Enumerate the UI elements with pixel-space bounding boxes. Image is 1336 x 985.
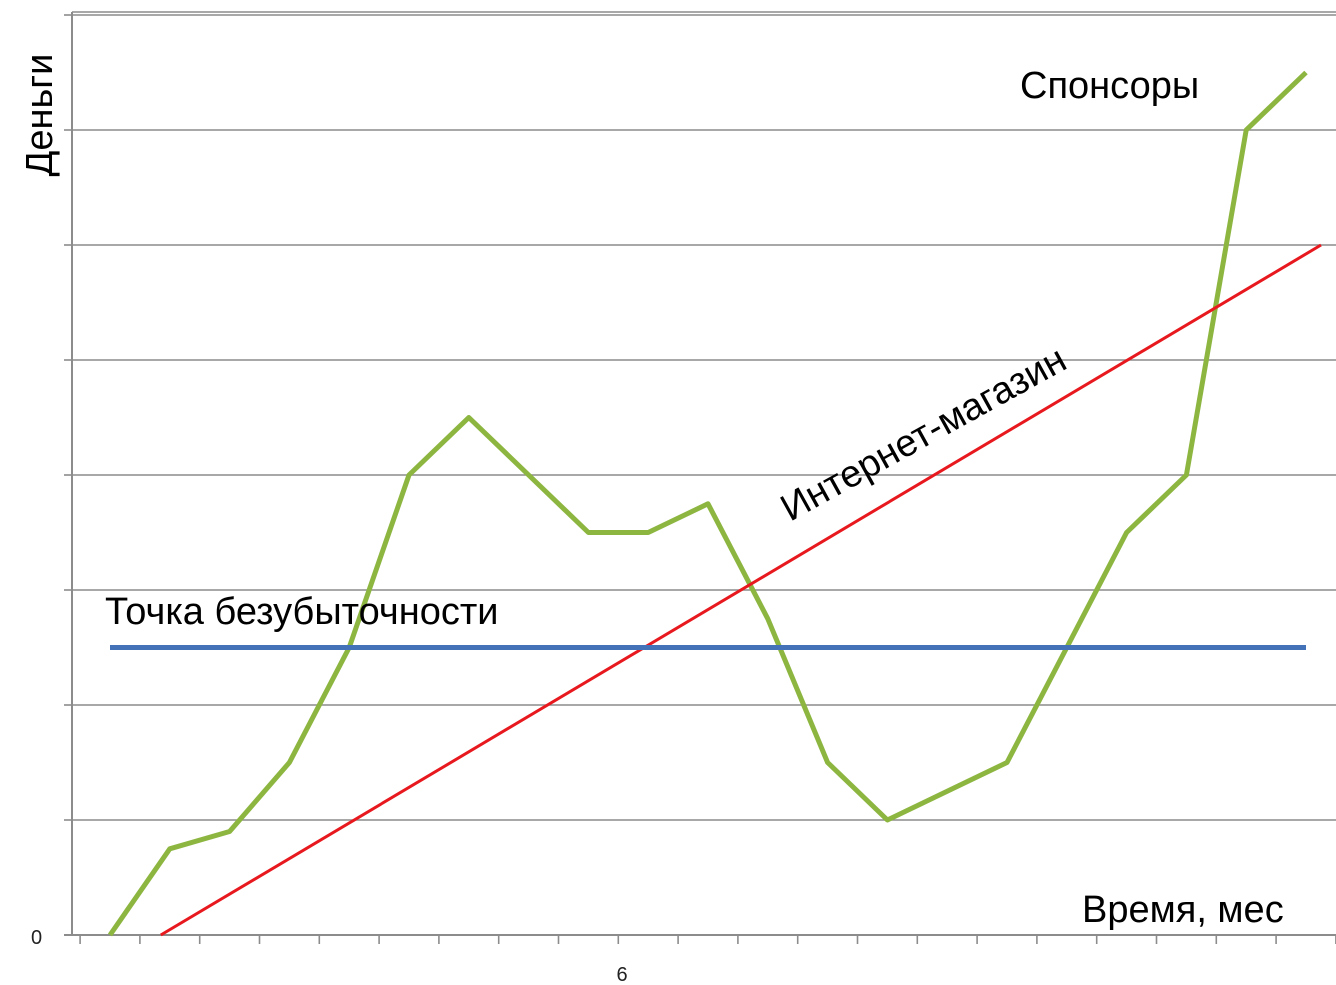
x-axis-title: Время, мес	[1082, 889, 1284, 931]
y-axis-title: Деньги	[19, 54, 61, 177]
series-label-online-store: Интернет-магазин	[774, 338, 1073, 529]
series-label-break-even: Точка безубыточности	[105, 591, 498, 633]
series-line-1	[160, 243, 1322, 937]
x-axis-ticks	[79, 935, 1336, 944]
y-tick-label-0: 0	[31, 927, 42, 949]
gridlines	[64, 11, 1336, 936]
series-label-sponsors: Спонсоры	[1020, 65, 1199, 107]
series-lines	[107, 70, 1322, 937]
x-tick-label-6: 6	[616, 964, 627, 985]
series-line-0	[107, 70, 1308, 937]
